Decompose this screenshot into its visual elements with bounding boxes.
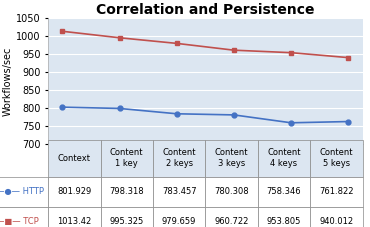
HTTP <box>346 120 350 123</box>
Line: TCP: TCP <box>60 29 351 60</box>
HTTP <box>60 106 65 109</box>
TCP <box>117 36 122 39</box>
Line: HTTP: HTTP <box>60 105 351 125</box>
Title: Correlation and Persistence: Correlation and Persistence <box>96 3 314 17</box>
TCP <box>346 56 350 59</box>
TCP <box>175 42 179 45</box>
TCP <box>289 51 293 54</box>
HTTP <box>175 112 179 115</box>
HTTP <box>117 107 122 110</box>
HTTP <box>232 114 236 116</box>
TCP <box>232 49 236 52</box>
HTTP <box>289 121 293 124</box>
TCP <box>60 30 65 33</box>
Y-axis label: Workflows/sec: Workflows/sec <box>3 46 13 116</box>
